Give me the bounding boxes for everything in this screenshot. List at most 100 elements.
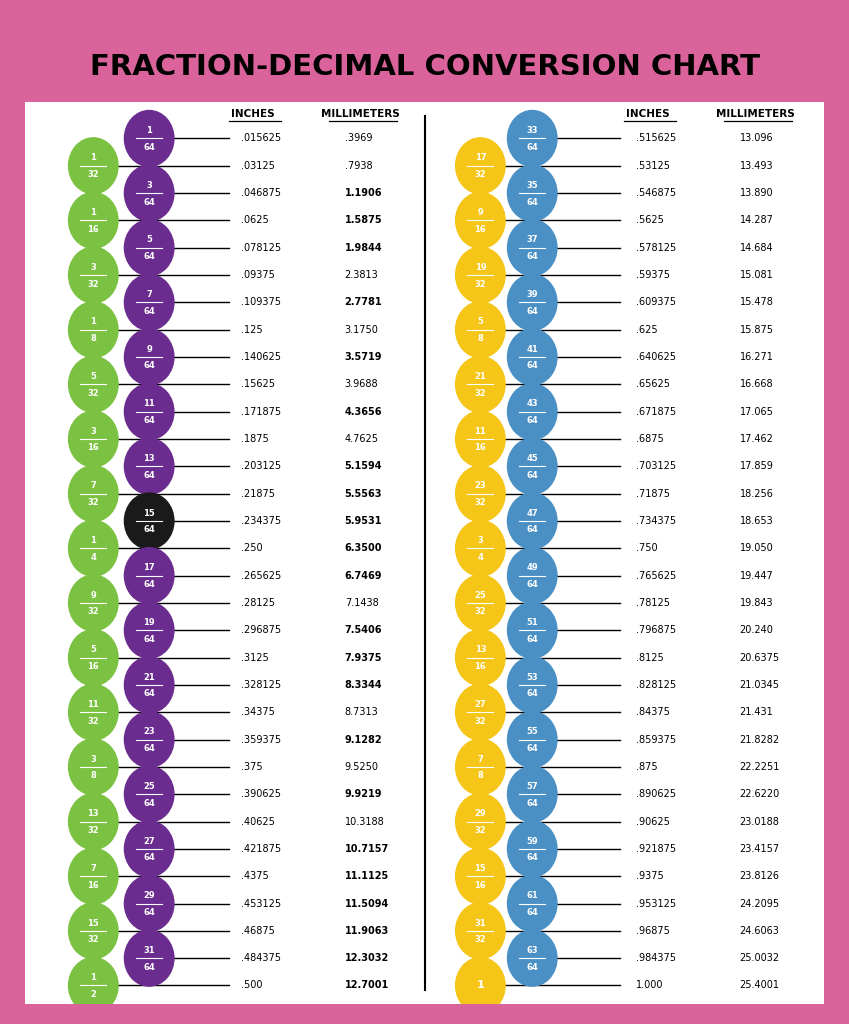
Text: 8: 8 bbox=[91, 334, 96, 343]
Text: 8: 8 bbox=[91, 771, 96, 780]
Circle shape bbox=[508, 876, 557, 932]
Text: 43: 43 bbox=[526, 399, 538, 409]
Circle shape bbox=[456, 957, 505, 1014]
Text: .921875: .921875 bbox=[636, 844, 676, 854]
Text: .984375: .984375 bbox=[636, 953, 676, 964]
Circle shape bbox=[456, 247, 505, 303]
Text: 23.8126: 23.8126 bbox=[739, 871, 779, 882]
Text: 32: 32 bbox=[87, 280, 99, 289]
Text: 27: 27 bbox=[143, 837, 155, 846]
Text: 7: 7 bbox=[477, 755, 483, 764]
Text: 1.1906: 1.1906 bbox=[345, 188, 382, 198]
Text: .3969: .3969 bbox=[345, 133, 372, 143]
Circle shape bbox=[69, 684, 118, 740]
Text: .53125: .53125 bbox=[636, 161, 670, 171]
Text: 16.668: 16.668 bbox=[739, 379, 773, 389]
Text: 25.0032: 25.0032 bbox=[739, 953, 780, 964]
Text: 9.9219: 9.9219 bbox=[345, 790, 382, 799]
Circle shape bbox=[125, 930, 174, 986]
Text: 3: 3 bbox=[91, 427, 96, 435]
Text: 20.6375: 20.6375 bbox=[739, 652, 780, 663]
Circle shape bbox=[456, 630, 505, 685]
Text: 55: 55 bbox=[526, 727, 538, 736]
Text: 11.9063: 11.9063 bbox=[345, 926, 389, 936]
Text: 32: 32 bbox=[87, 170, 99, 179]
Circle shape bbox=[125, 766, 174, 822]
Circle shape bbox=[456, 903, 505, 958]
Text: .078125: .078125 bbox=[241, 243, 281, 253]
Text: 18.653: 18.653 bbox=[739, 516, 773, 526]
Text: 1: 1 bbox=[146, 126, 152, 135]
Text: 37: 37 bbox=[526, 236, 538, 245]
Text: 13.096: 13.096 bbox=[739, 133, 773, 143]
Text: 53: 53 bbox=[526, 673, 538, 682]
Circle shape bbox=[125, 602, 174, 658]
Text: 15: 15 bbox=[143, 509, 155, 518]
Text: 1: 1 bbox=[90, 536, 96, 545]
Text: 9: 9 bbox=[477, 208, 483, 217]
Circle shape bbox=[456, 302, 505, 357]
Text: .375: .375 bbox=[241, 762, 262, 772]
Circle shape bbox=[69, 957, 118, 1014]
Text: .15625: .15625 bbox=[241, 379, 275, 389]
Text: 23.4157: 23.4157 bbox=[739, 844, 780, 854]
Text: 17: 17 bbox=[475, 154, 486, 163]
Text: 64: 64 bbox=[143, 635, 155, 644]
Text: .625: .625 bbox=[636, 325, 658, 335]
Circle shape bbox=[456, 794, 505, 850]
Text: .03125: .03125 bbox=[241, 161, 275, 171]
Text: 21: 21 bbox=[143, 673, 155, 682]
Text: 5.1594: 5.1594 bbox=[345, 462, 382, 471]
Text: 64: 64 bbox=[143, 525, 155, 535]
Text: 64: 64 bbox=[143, 198, 155, 207]
Text: 3: 3 bbox=[146, 181, 152, 189]
Text: 64: 64 bbox=[143, 853, 155, 862]
Text: 32: 32 bbox=[87, 389, 99, 397]
Circle shape bbox=[69, 138, 118, 194]
Circle shape bbox=[125, 657, 174, 713]
Text: 64: 64 bbox=[143, 580, 155, 589]
Text: 64: 64 bbox=[526, 416, 538, 425]
Text: FRACTION-DECIMAL CONVERSION CHART: FRACTION-DECIMAL CONVERSION CHART bbox=[89, 52, 760, 81]
Text: 15.875: 15.875 bbox=[739, 325, 773, 335]
Text: 25: 25 bbox=[475, 591, 486, 600]
Text: 17.462: 17.462 bbox=[739, 434, 773, 444]
Text: 64: 64 bbox=[143, 361, 155, 371]
Text: .09375: .09375 bbox=[241, 270, 275, 281]
Text: 7: 7 bbox=[146, 290, 152, 299]
Text: .125: .125 bbox=[241, 325, 262, 335]
Text: 13: 13 bbox=[475, 645, 486, 654]
Circle shape bbox=[69, 520, 118, 577]
Circle shape bbox=[508, 602, 557, 658]
Text: 64: 64 bbox=[526, 252, 538, 261]
Text: 3.9688: 3.9688 bbox=[345, 379, 379, 389]
Circle shape bbox=[69, 411, 118, 467]
Text: 8.7313: 8.7313 bbox=[345, 708, 379, 717]
Text: .40625: .40625 bbox=[241, 816, 275, 826]
Text: 27: 27 bbox=[475, 700, 486, 709]
Text: 24.6063: 24.6063 bbox=[739, 926, 779, 936]
Text: 1.9844: 1.9844 bbox=[345, 243, 382, 253]
Text: 17.065: 17.065 bbox=[739, 407, 773, 417]
Text: .703125: .703125 bbox=[636, 462, 676, 471]
Text: 13.890: 13.890 bbox=[739, 188, 773, 198]
Text: 39: 39 bbox=[526, 290, 538, 299]
Text: 32: 32 bbox=[475, 607, 486, 616]
Text: .265625: .265625 bbox=[241, 570, 281, 581]
Circle shape bbox=[508, 274, 557, 331]
Text: 64: 64 bbox=[526, 963, 538, 972]
Text: .953125: .953125 bbox=[636, 898, 676, 908]
Text: 64: 64 bbox=[526, 143, 538, 152]
Text: 1: 1 bbox=[476, 981, 484, 990]
Text: 6.3500: 6.3500 bbox=[345, 544, 382, 553]
Text: 2: 2 bbox=[90, 990, 96, 999]
Text: INCHES: INCHES bbox=[231, 109, 275, 119]
Circle shape bbox=[125, 111, 174, 166]
Text: 23.0188: 23.0188 bbox=[739, 816, 779, 826]
Text: 9: 9 bbox=[91, 591, 96, 600]
Text: 41: 41 bbox=[526, 345, 538, 353]
Circle shape bbox=[125, 329, 174, 385]
Text: .828125: .828125 bbox=[636, 680, 676, 690]
Text: 3: 3 bbox=[91, 755, 96, 764]
Text: .140625: .140625 bbox=[241, 352, 281, 362]
